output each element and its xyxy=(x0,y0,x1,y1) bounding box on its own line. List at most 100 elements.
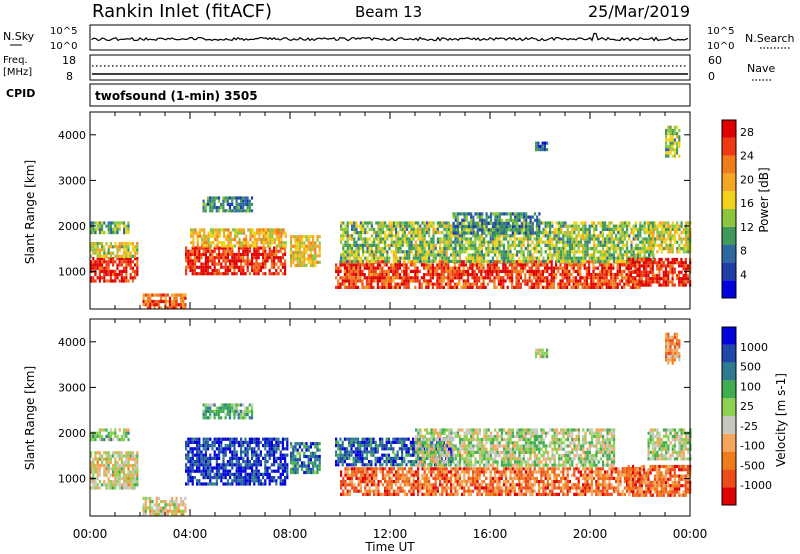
heatmap-cell xyxy=(647,270,650,274)
heatmap-cell xyxy=(495,269,498,273)
heatmap-cell xyxy=(662,237,666,241)
heatmap-cell xyxy=(146,293,150,297)
heatmap-cell xyxy=(421,237,424,241)
heatmap-cell xyxy=(248,249,251,253)
heatmap-cell xyxy=(525,218,528,222)
heatmap-cell xyxy=(516,221,519,226)
heatmap-cell xyxy=(498,231,501,235)
heatmap-cell xyxy=(182,303,185,307)
heatmap-cell xyxy=(509,247,512,251)
heatmap-cell xyxy=(340,237,343,241)
heatmap-cell xyxy=(240,231,243,235)
heatmap-cell xyxy=(443,221,446,225)
heatmap-cell xyxy=(355,243,358,247)
heatmap-cell xyxy=(253,234,256,238)
heatmap-cell xyxy=(462,266,465,270)
heatmap-cell xyxy=(584,253,587,257)
heatmap-cell xyxy=(398,276,401,280)
heatmap-cell xyxy=(535,224,538,228)
heatmap-cell xyxy=(579,234,582,238)
heatmap-cell xyxy=(511,273,514,277)
heatmap-cell xyxy=(179,303,183,307)
heatmap-cell xyxy=(658,224,661,228)
heatmap-cell xyxy=(487,243,490,247)
heatmap-cell xyxy=(237,252,240,257)
heatmap-cell xyxy=(465,240,468,244)
heatmap-cell xyxy=(516,218,519,222)
heatmap-cell xyxy=(452,247,455,251)
heatmap-cell xyxy=(90,480,93,484)
heatmap-cell xyxy=(640,270,643,274)
heatmap-cell xyxy=(94,434,97,438)
heatmap-cell xyxy=(531,259,534,263)
heatmap-cell xyxy=(112,438,115,442)
heatmap-cell xyxy=(511,218,515,222)
heatmap-cell xyxy=(204,469,207,473)
heatmap-cell xyxy=(662,261,665,265)
heatmap-cell xyxy=(498,228,501,232)
heatmap-cell xyxy=(175,296,178,300)
heatmap-cell xyxy=(491,247,494,251)
heatmap-cell xyxy=(607,279,610,283)
heatmap-cell xyxy=(405,285,408,289)
heatmap-cell xyxy=(669,128,672,133)
heatmap-cell xyxy=(481,221,484,226)
heatmap-cell xyxy=(244,246,247,250)
heatmap-cell xyxy=(601,240,604,244)
heatmap-cell xyxy=(492,225,495,229)
heatmap-cell xyxy=(341,282,344,286)
heatmap-cell xyxy=(607,282,610,286)
heatmap-cell xyxy=(443,253,446,257)
heatmap-cell xyxy=(656,227,659,231)
heatmap-cell xyxy=(541,285,544,289)
heatmap-cell xyxy=(262,256,265,260)
heatmap-cell xyxy=(478,253,481,257)
heatmap-cell xyxy=(535,269,538,273)
heatmap-cell xyxy=(531,234,534,238)
heatmap-cell xyxy=(377,240,380,244)
heatmap-cell xyxy=(665,231,668,235)
heatmap-cell xyxy=(246,463,249,467)
heatmap-cell xyxy=(246,249,249,253)
heatmap-cell xyxy=(458,237,461,241)
heatmap-cell xyxy=(240,265,243,269)
heatmap-cell xyxy=(118,260,121,264)
heatmap-cell xyxy=(267,244,270,248)
heatmap-cell xyxy=(616,269,619,273)
heatmap-cell xyxy=(425,224,428,228)
heatmap-cell xyxy=(447,224,450,228)
heatmap-cell xyxy=(127,431,130,435)
noise-right-top-tick: 10^5 xyxy=(707,26,734,37)
heatmap-cell xyxy=(362,224,365,228)
heatmap-cell xyxy=(541,269,544,273)
heatmap-cell xyxy=(240,444,243,448)
heatmap-cell xyxy=(314,260,317,264)
heatmap-cell xyxy=(489,269,492,273)
heatmap-cell xyxy=(505,256,508,260)
heatmap-cell xyxy=(419,250,422,254)
heatmap-cell xyxy=(314,244,317,248)
heatmap-cell xyxy=(151,299,154,304)
noise-sky-label: N.Sky xyxy=(3,30,35,43)
heatmap-cell xyxy=(475,263,478,267)
heatmap-cell xyxy=(673,283,676,287)
heatmap-cell xyxy=(343,276,346,280)
heatmap-cell xyxy=(673,267,676,271)
heatmap-cell xyxy=(226,479,229,483)
heatmap-cell xyxy=(494,225,497,229)
heatmap-cell xyxy=(114,224,117,228)
heatmap-cell xyxy=(123,224,126,228)
heatmap-cell xyxy=(621,263,624,267)
heatmap-cell xyxy=(603,279,606,283)
heatmap-cell xyxy=(368,263,371,267)
heatmap-cell xyxy=(353,243,356,247)
heatmap-cell xyxy=(671,154,674,158)
heatmap-cell xyxy=(112,470,115,474)
heatmap-cell xyxy=(535,247,538,251)
heatmap-cell xyxy=(255,259,258,263)
heatmap-cell xyxy=(555,273,558,277)
heatmap-cell xyxy=(673,138,676,142)
heatmap-cell xyxy=(599,279,602,283)
heatmap-cell xyxy=(637,247,640,251)
heatmap-cell xyxy=(229,450,232,454)
